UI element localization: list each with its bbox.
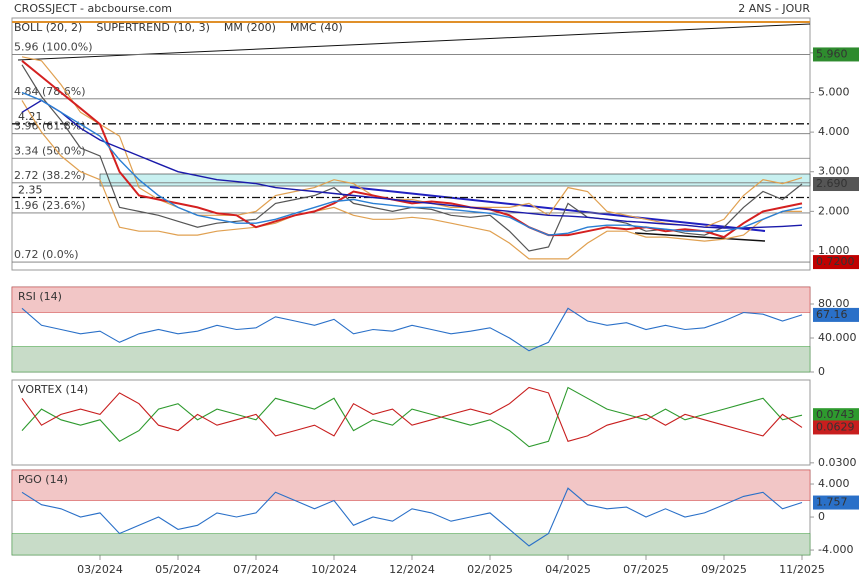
zone-high xyxy=(11,469,811,501)
x-tick-label: 07/2024 xyxy=(233,563,279,576)
y-tick-label: 80.00 xyxy=(818,297,850,310)
y-tick-label: 1.000 xyxy=(818,244,850,257)
price-tag xyxy=(813,408,859,423)
level-label: 2.35 xyxy=(18,183,43,196)
fib-label: 4.84 (78.6%) xyxy=(14,85,86,98)
trend-line xyxy=(17,23,811,61)
y-tick-label: 0 xyxy=(818,365,825,378)
legend-entry: MM (200) xyxy=(224,21,276,34)
panel-title: RSI (14) xyxy=(18,290,62,303)
legend-entry: BOLL (20, 2) xyxy=(14,21,82,34)
price-tag xyxy=(813,420,859,435)
x-tick-label: 05/2024 xyxy=(155,563,201,576)
price-tag xyxy=(813,495,859,510)
series-line xyxy=(21,487,803,547)
price-tag xyxy=(813,307,859,322)
price-tag-label: 0.0629 xyxy=(816,420,855,433)
legend-entry: SUPERTREND (10, 3) xyxy=(96,21,210,34)
zone-low xyxy=(11,533,811,556)
zone xyxy=(99,173,811,187)
price-tag-label: 67.16 xyxy=(816,308,848,321)
panel-title: PGO (14) xyxy=(18,473,68,486)
fib-label: 3.34 (50.0%) xyxy=(14,144,86,157)
y-tick-label: 0 xyxy=(818,510,825,523)
x-tick-label: 03/2024 xyxy=(77,563,123,576)
y-tick-label: 2.000 xyxy=(818,204,850,217)
x-tick-label: 11/2025 xyxy=(779,563,825,576)
panel xyxy=(11,379,811,466)
series-line xyxy=(21,307,803,352)
series-line xyxy=(21,386,803,442)
series-line xyxy=(21,386,803,448)
trend-line xyxy=(349,186,766,232)
trend-line xyxy=(634,232,766,242)
price-tag-label: 5.960 xyxy=(816,47,848,60)
price-tag-label: 1.757 xyxy=(816,496,848,509)
fib-label: 2.72 (38.2%) xyxy=(14,169,86,182)
x-tick-label: 12/2024 xyxy=(389,563,435,576)
fib-label: 1.96 (23.6%) xyxy=(14,199,86,212)
zone-high xyxy=(11,286,811,313)
period: 2 ANS - JOUR xyxy=(738,2,810,15)
fib-label: 5.96 (100.0%) xyxy=(14,40,93,53)
page-title: CROSSJECT - abcbourse.com xyxy=(14,2,172,15)
y-tick-label: 3.000 xyxy=(818,165,850,178)
y-tick-label: 5.000 xyxy=(818,85,850,98)
main-panel xyxy=(11,17,811,271)
x-tick-label: 10/2024 xyxy=(311,563,357,576)
price-tag-label: 0.0743 xyxy=(816,408,855,421)
series-line xyxy=(21,100,802,260)
panel-title: VORTEX (14) xyxy=(18,383,88,396)
x-tick-label: 02/2025 xyxy=(467,563,513,576)
fib-label: 0.72 (0.0%) xyxy=(14,248,79,261)
y-tick-label: 4.000 xyxy=(818,477,850,490)
series-line xyxy=(21,91,803,236)
level-label: 4.21 xyxy=(18,110,43,123)
x-tick-label: 04/2025 xyxy=(545,563,591,576)
price-tag-label: 0.7200 xyxy=(816,255,855,268)
y-tick-label: 4.000 xyxy=(818,125,850,138)
price-tag xyxy=(813,47,859,62)
y-tick-label: 0.0300 xyxy=(818,456,857,469)
price-tag xyxy=(813,255,859,270)
zone-low xyxy=(11,346,811,373)
y-tick-label: -4.000 xyxy=(818,543,853,556)
x-tick-label: 09/2025 xyxy=(701,563,747,576)
x-tick-label: 07/2025 xyxy=(623,563,669,576)
legend-entry: MMC (40) xyxy=(290,21,343,34)
series-line xyxy=(21,99,803,229)
price-tag xyxy=(813,177,859,192)
price-tag-label: 2.690 xyxy=(816,177,848,190)
y-tick-label: 40.000 xyxy=(818,331,857,344)
